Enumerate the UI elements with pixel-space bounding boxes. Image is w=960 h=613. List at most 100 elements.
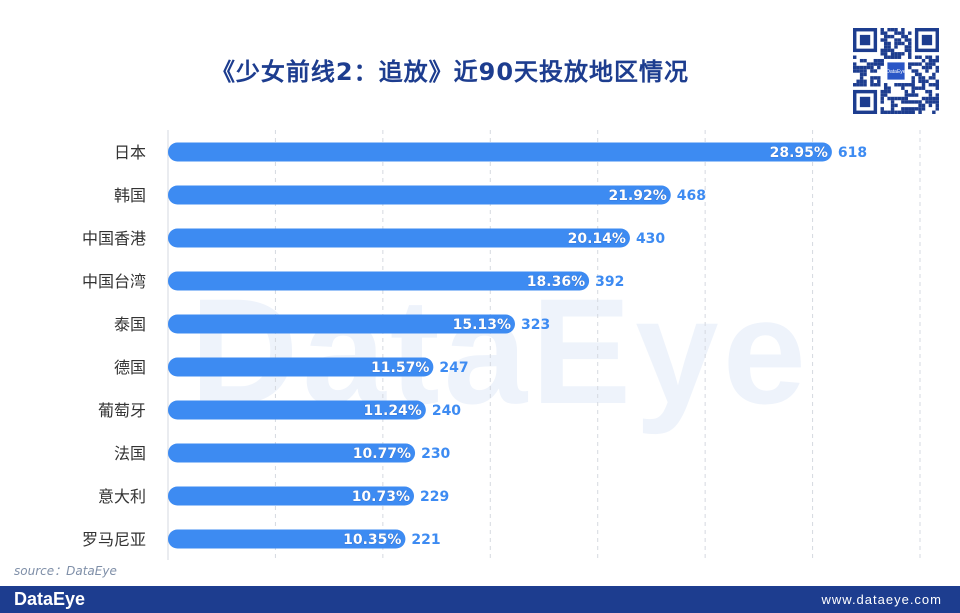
qr-module bbox=[897, 110, 902, 114]
qr-module bbox=[932, 62, 936, 66]
qr-module bbox=[911, 93, 915, 97]
qr-module bbox=[928, 96, 933, 101]
bar bbox=[168, 400, 426, 420]
qr-module bbox=[890, 110, 895, 114]
qr-module bbox=[863, 83, 867, 87]
qr-module bbox=[887, 55, 891, 59]
qr-module bbox=[890, 28, 895, 32]
qr-module bbox=[897, 41, 902, 46]
qr-module bbox=[918, 103, 922, 108]
percent-label: 15.13% bbox=[453, 317, 511, 333]
qr-module bbox=[911, 89, 915, 94]
qr-code-graphic: DataEye bbox=[853, 28, 939, 114]
qr-module bbox=[932, 110, 936, 114]
qr-module bbox=[914, 93, 919, 97]
qr-module bbox=[911, 107, 915, 111]
qr-module bbox=[908, 107, 912, 111]
qr-module bbox=[870, 65, 874, 70]
value-label: 221 bbox=[411, 532, 440, 548]
bar bbox=[168, 357, 434, 377]
qr-module bbox=[890, 107, 895, 111]
qr-module bbox=[897, 38, 902, 42]
qr-module bbox=[890, 34, 895, 39]
qr-module bbox=[880, 93, 884, 97]
qr-module bbox=[883, 55, 888, 59]
qr-module bbox=[921, 83, 926, 87]
qr-module bbox=[932, 83, 936, 87]
qr-module bbox=[887, 89, 891, 94]
qr-module bbox=[890, 103, 895, 108]
qr-module bbox=[873, 58, 878, 63]
qr-module bbox=[921, 79, 926, 84]
qr-module bbox=[928, 58, 933, 63]
qr-module bbox=[911, 100, 915, 104]
qr-module bbox=[901, 86, 905, 90]
qr-module bbox=[870, 62, 874, 66]
qr-module bbox=[921, 58, 926, 63]
qr-module bbox=[925, 55, 929, 59]
qr-module bbox=[856, 79, 860, 84]
qr-module bbox=[894, 110, 898, 114]
qr-module bbox=[918, 76, 922, 80]
qr-code: DataEye bbox=[853, 28, 939, 114]
qr-module bbox=[908, 93, 912, 97]
qr-module bbox=[883, 41, 888, 46]
qr-module bbox=[880, 52, 884, 56]
qr-module bbox=[877, 83, 881, 87]
qr-module bbox=[883, 52, 888, 56]
qr-module bbox=[935, 100, 939, 104]
qr-module bbox=[894, 28, 898, 32]
qr-module bbox=[932, 76, 936, 80]
value-label: 240 bbox=[432, 403, 461, 419]
qr-module bbox=[911, 83, 915, 87]
qr-module bbox=[890, 55, 895, 59]
qr-module bbox=[914, 86, 919, 90]
qr-module bbox=[880, 31, 884, 35]
qr-module bbox=[904, 48, 909, 53]
qr-module bbox=[863, 72, 867, 77]
percent-label: 11.57% bbox=[371, 360, 429, 376]
qr-module bbox=[863, 79, 867, 84]
qr-module bbox=[880, 89, 884, 94]
percent-label: 18.36% bbox=[527, 274, 585, 290]
qr-module bbox=[859, 76, 864, 80]
footer-website[interactable]: www.dataeye.com bbox=[821, 592, 942, 607]
qr-module bbox=[925, 96, 929, 101]
qr-module bbox=[880, 38, 884, 42]
qr-module bbox=[873, 62, 878, 66]
qr-module bbox=[908, 48, 912, 53]
qr-module bbox=[925, 100, 929, 104]
qr-module bbox=[928, 65, 933, 70]
qr-module bbox=[908, 62, 912, 66]
qr-module bbox=[880, 58, 884, 63]
qr-module bbox=[908, 55, 912, 59]
qr-module bbox=[908, 110, 912, 114]
qr-module bbox=[877, 76, 881, 80]
qr-module bbox=[859, 83, 864, 87]
qr-module bbox=[897, 55, 902, 59]
qr-module bbox=[908, 41, 912, 46]
qr-module bbox=[925, 62, 929, 66]
qr-module bbox=[911, 79, 915, 84]
value-label: 323 bbox=[521, 317, 550, 333]
qr-module bbox=[880, 110, 884, 114]
qr-module bbox=[890, 96, 895, 101]
qr-module bbox=[897, 96, 902, 101]
category-label: 意大利 bbox=[98, 487, 146, 506]
qr-module bbox=[911, 76, 915, 80]
qr-module bbox=[877, 58, 881, 63]
qr-module bbox=[908, 45, 912, 49]
category-label: 德国 bbox=[114, 358, 146, 377]
qr-module bbox=[935, 96, 939, 101]
qr-module bbox=[914, 69, 919, 73]
qr-module bbox=[928, 83, 933, 87]
bar bbox=[168, 271, 590, 291]
qr-module bbox=[901, 96, 905, 101]
bar bbox=[168, 228, 630, 248]
qr-module bbox=[908, 65, 912, 70]
qr-module bbox=[904, 100, 909, 104]
category-label: 中国香港 bbox=[82, 229, 146, 248]
qr-module bbox=[880, 48, 884, 53]
qr-module bbox=[887, 86, 891, 90]
qr-module bbox=[873, 83, 878, 87]
